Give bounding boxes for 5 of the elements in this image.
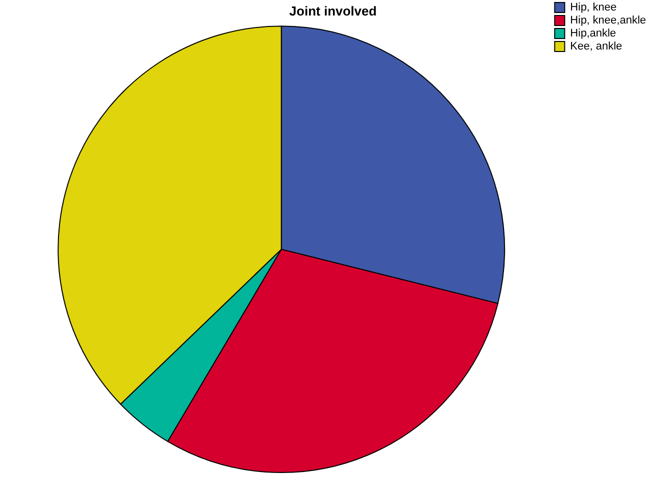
- legend-label: Kee, ankle: [570, 40, 622, 53]
- chart-title: Joint involved: [289, 3, 377, 18]
- legend-label: Hip, knee: [570, 2, 617, 14]
- legend-label: Hip, knee,ankle: [570, 14, 646, 27]
- legend-label: Hip,ankle: [570, 28, 616, 40]
